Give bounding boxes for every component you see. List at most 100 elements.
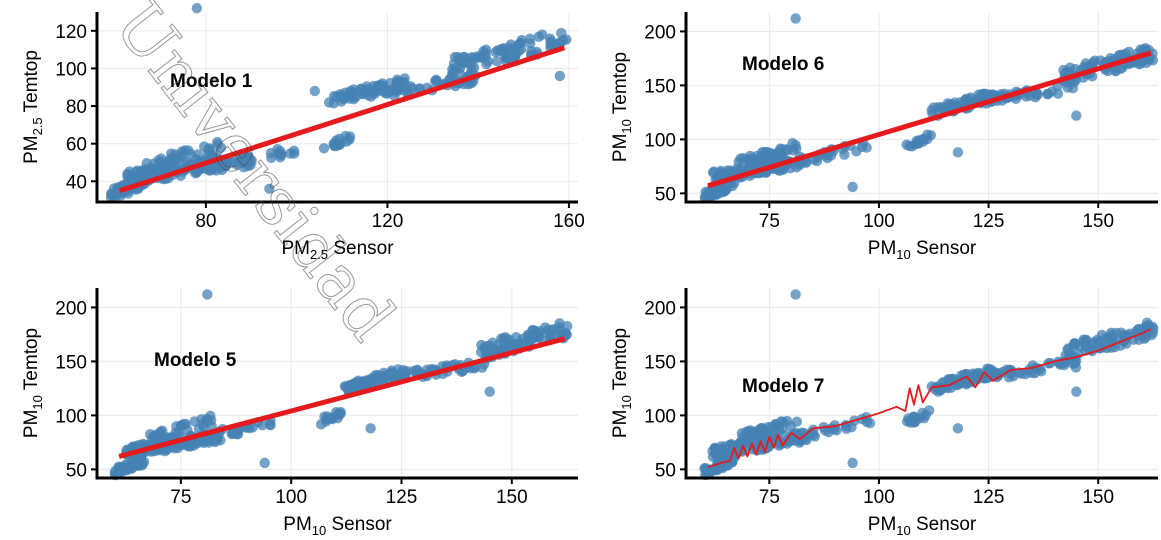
data-point — [266, 152, 277, 164]
panel-label: Modelo 6 — [742, 54, 824, 75]
data-point — [901, 416, 913, 427]
data-point — [743, 156, 755, 167]
data-point — [338, 93, 350, 104]
panel-label: Modelo 1 — [170, 71, 253, 92]
data-point — [554, 70, 566, 82]
y-tick-label: 200 — [55, 298, 87, 319]
chart-panel: 75 100 125 150 50 100 150 200 PM10 Sensor PM10 Te… — [610, 288, 1159, 538]
x-tick-label: 100 — [863, 211, 895, 232]
data-point — [1042, 88, 1053, 100]
y-tick-label: 50 — [655, 460, 676, 481]
y-axis-title: PM10 Temtop — [610, 328, 634, 438]
x-tick-label: 125 — [386, 487, 418, 508]
data-point — [333, 409, 345, 420]
data-point — [791, 416, 803, 427]
x-axis-title: PM2.5 Sensor — [281, 238, 394, 262]
x-tick-label: 100 — [275, 487, 307, 508]
data-point — [1070, 63, 1081, 75]
data-point — [1071, 110, 1082, 121]
data-point — [318, 143, 330, 154]
y-tick-label: 100 — [644, 130, 676, 151]
data-point — [1036, 366, 1047, 377]
x-tick-label: 120 — [372, 211, 404, 232]
y-tick-label: 200 — [644, 22, 676, 43]
data-point — [274, 152, 286, 163]
x-axis-title: PM10 Sensor — [868, 238, 977, 262]
data-point — [1016, 368, 1027, 379]
data-point — [775, 438, 786, 450]
data-point — [205, 414, 217, 426]
data-point — [923, 405, 935, 416]
y-tick-label: 120 — [55, 22, 87, 43]
data-point — [192, 149, 204, 160]
chart-panel: 80 120 160 40 60 80 100 120 PM2.5 Sensor PM2.5 Te… — [21, 3, 585, 262]
x-axis-title: PM10 Sensor — [283, 514, 392, 538]
data-point — [807, 429, 819, 441]
data-point — [776, 144, 788, 155]
fit-line — [118, 45, 566, 194]
data-point — [183, 145, 194, 156]
y-tick-label: 50 — [655, 184, 676, 205]
data-point — [715, 450, 727, 461]
data-point — [122, 168, 133, 179]
y-tick-label: 100 — [644, 406, 676, 427]
fit-line — [707, 50, 1152, 189]
data-point — [481, 58, 492, 70]
data-point — [155, 432, 167, 443]
data-point — [189, 416, 200, 427]
data-point — [911, 413, 922, 425]
x-tick-label: 150 — [1082, 487, 1114, 508]
panel-label: Modelo 5 — [154, 350, 237, 371]
data-point — [937, 382, 949, 393]
data-point — [137, 458, 148, 470]
data-point — [120, 465, 132, 476]
data-point — [241, 157, 252, 168]
y-tick-label: 40 — [66, 172, 87, 193]
data-point — [1105, 52, 1116, 64]
data-point — [180, 157, 192, 168]
data-point — [376, 371, 388, 383]
chart-panel: 75 100 125 150 50 100 150 200 PM10 Sensor PM10 Te… — [610, 12, 1159, 262]
data-point — [382, 88, 393, 99]
data-point — [358, 87, 370, 98]
data-point — [514, 45, 525, 56]
data-point — [937, 103, 949, 115]
x-tick-label: 75 — [759, 211, 780, 232]
data-point — [544, 33, 556, 44]
panel-label: Modelo 7 — [742, 376, 824, 397]
data-point — [371, 85, 382, 97]
data-point — [323, 97, 335, 108]
y-tick-label: 150 — [644, 352, 676, 373]
x-tick-label: 75 — [759, 487, 780, 508]
x-axis-title: PM10 Sensor — [868, 514, 977, 538]
data-point — [182, 441, 194, 452]
data-point — [1144, 54, 1155, 65]
x-tick-label: 150 — [496, 487, 528, 508]
data-point — [178, 418, 190, 430]
data-point — [468, 62, 480, 73]
y-tick-label: 200 — [644, 298, 676, 319]
points — [699, 13, 1159, 204]
data-point — [498, 42, 510, 54]
data-point — [1061, 66, 1073, 78]
data-point — [961, 368, 972, 380]
data-point — [500, 332, 511, 343]
data-point — [1110, 65, 1121, 77]
data-point — [168, 154, 180, 166]
data-point — [211, 165, 222, 176]
data-point — [745, 425, 756, 436]
data-point — [265, 419, 276, 430]
x-tick-label: 150 — [1082, 211, 1114, 232]
data-point — [952, 147, 964, 158]
data-point — [105, 192, 117, 203]
data-point — [202, 289, 213, 300]
data-point — [1095, 55, 1106, 66]
y-axis-title: PM10 Temtop — [21, 328, 45, 438]
y-axis-title: PM2.5 Temtop — [21, 50, 45, 164]
data-point — [790, 289, 801, 300]
data-point — [847, 181, 858, 193]
data-point — [1096, 329, 1108, 341]
data-point — [847, 457, 858, 469]
data-point — [209, 435, 220, 446]
data-point — [756, 423, 768, 434]
